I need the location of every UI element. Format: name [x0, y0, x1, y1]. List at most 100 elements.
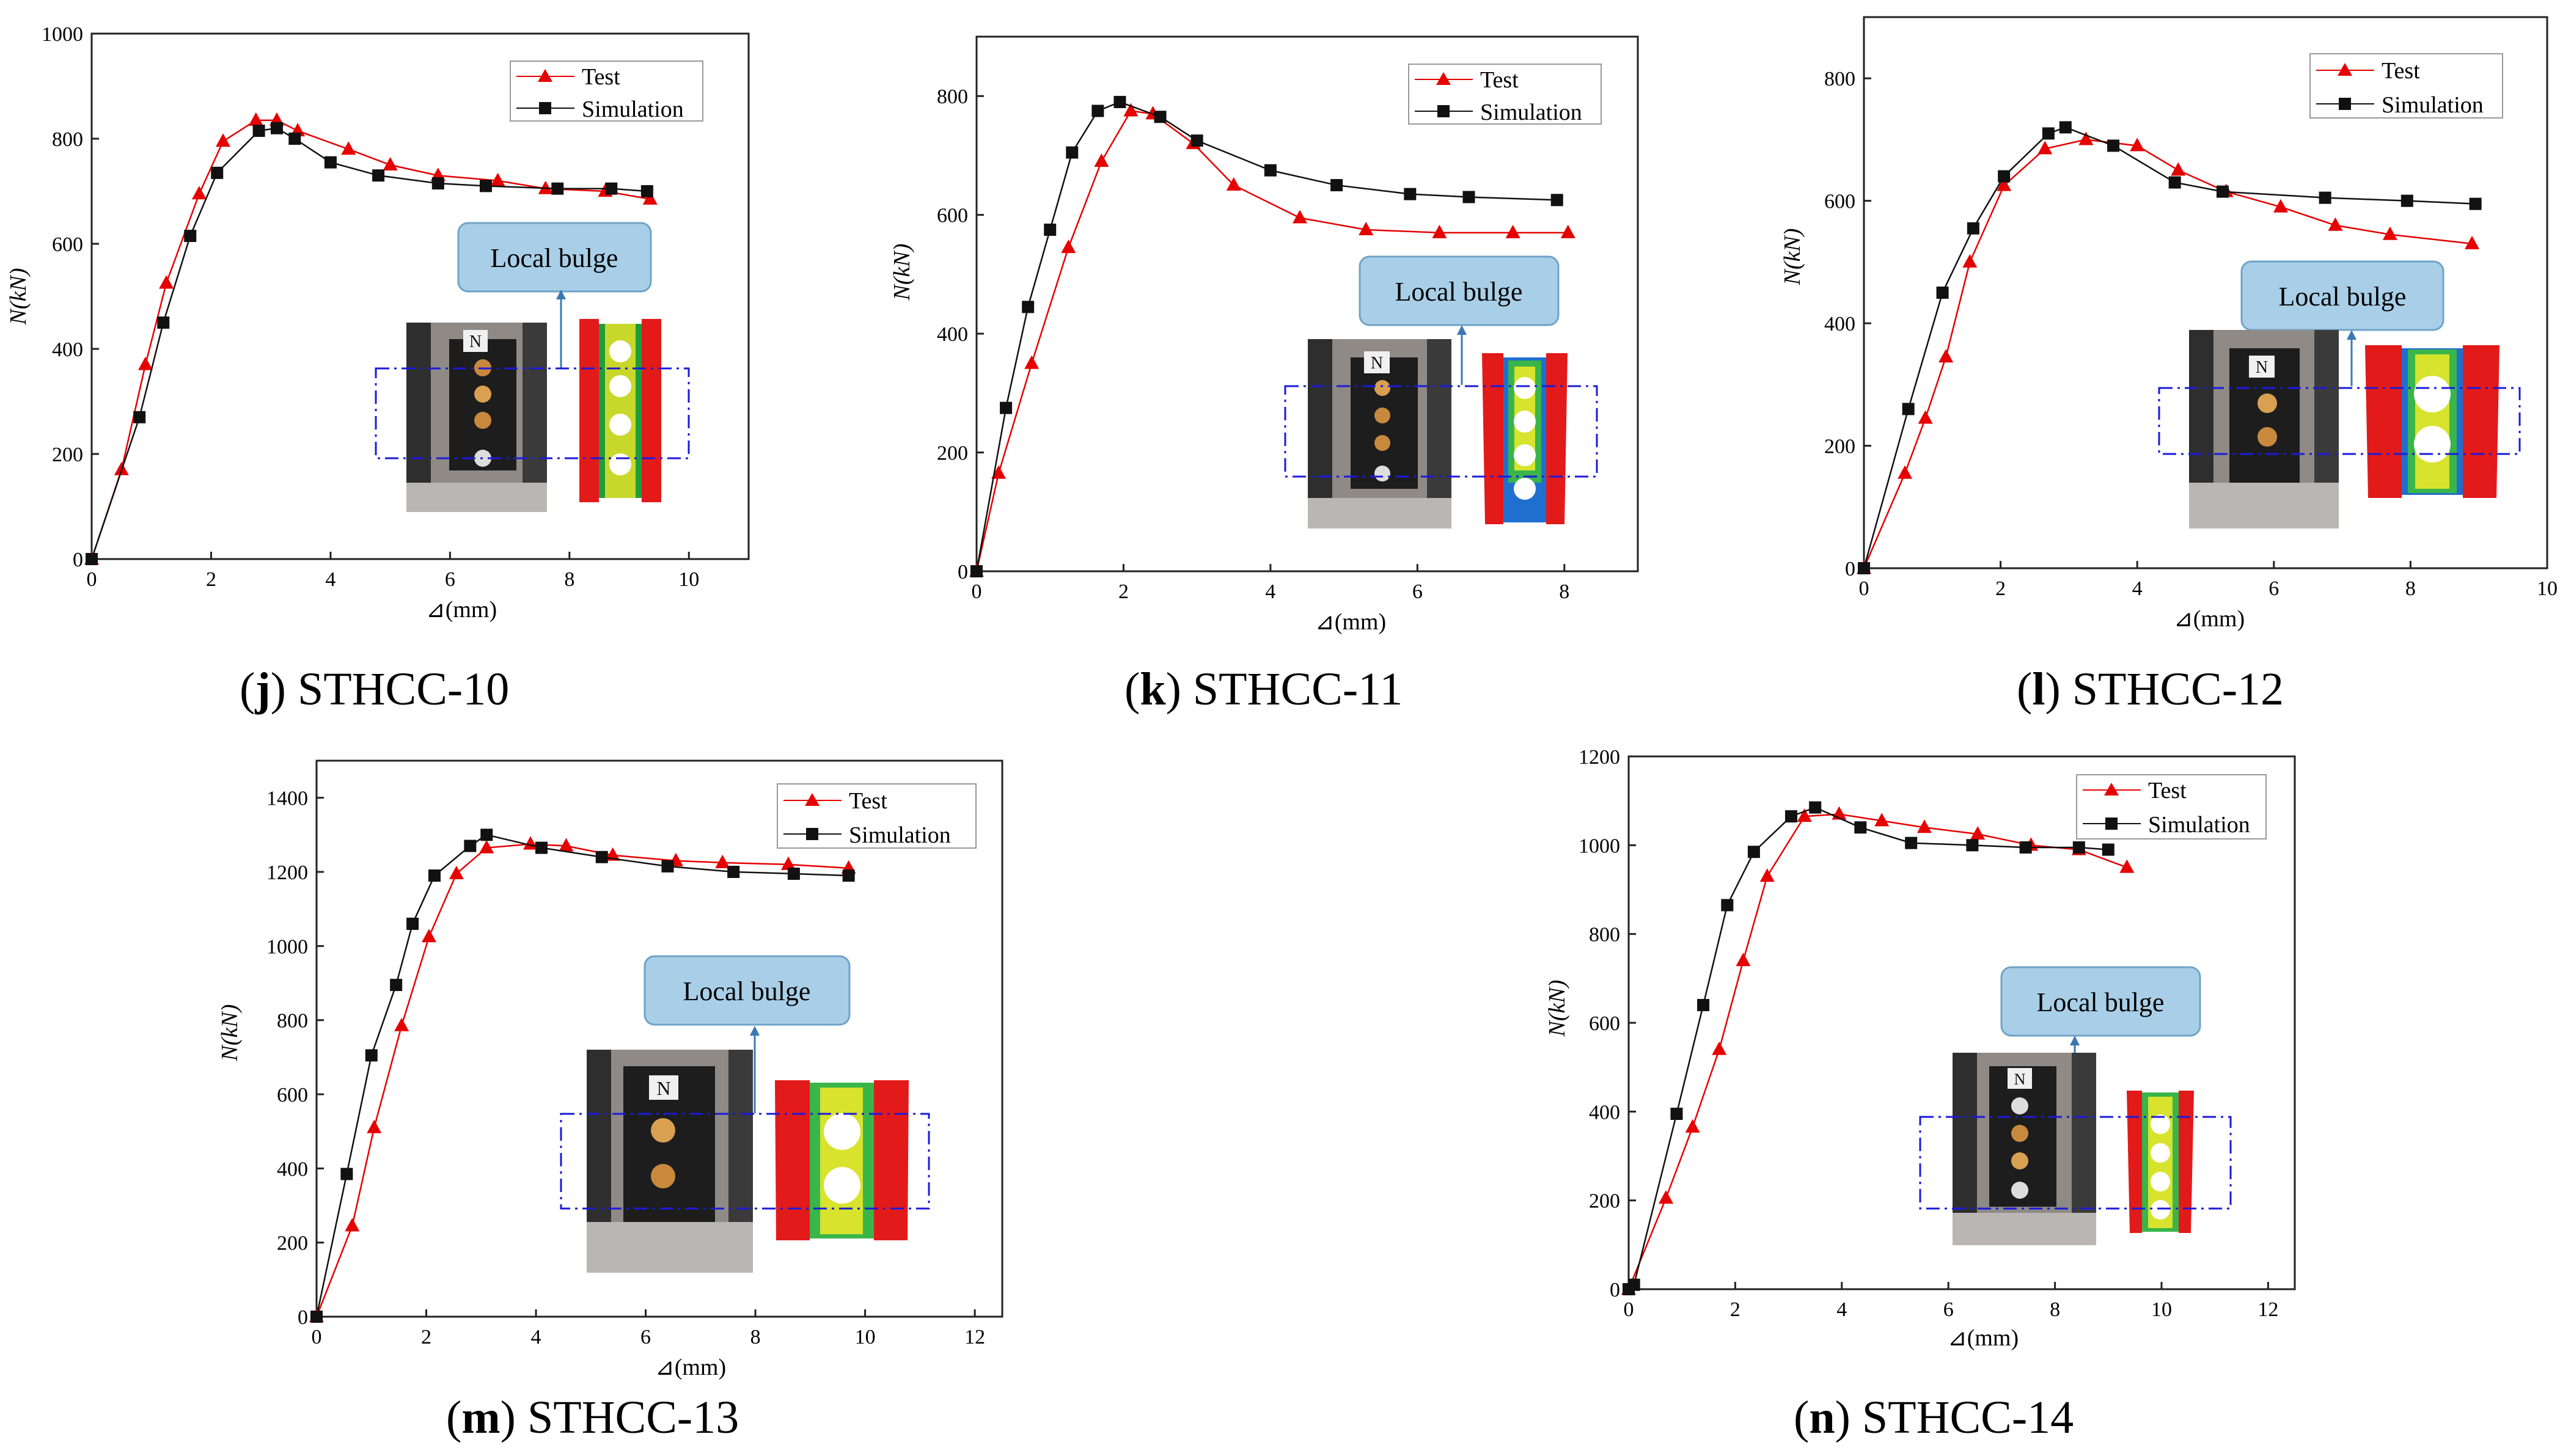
data-point-simulation [1966, 839, 1979, 852]
panel-caption: (m) STHCC-13 [446, 1392, 739, 1443]
x-tick-label: 10 [2151, 1298, 2172, 1321]
data-point-simulation [1264, 164, 1277, 177]
series-group [309, 829, 856, 1323]
series-line-simulation [975, 101, 1557, 572]
legend-sim-label: Simulation [2148, 812, 2250, 838]
data-point-test [1736, 953, 1751, 967]
y-axis-label: N(kN) [889, 244, 915, 301]
data-point-simulation [288, 133, 301, 145]
data-point-simulation [1784, 810, 1797, 823]
x-tick-label: 6 [1412, 580, 1423, 603]
data-point-simulation [1936, 287, 1949, 299]
callout-arrowhead-icon [556, 290, 566, 299]
plot-frame [90, 32, 750, 560]
callout-arrowhead-icon [2347, 330, 2356, 340]
data-point-test [1685, 1119, 1700, 1133]
data-point-simulation [1022, 301, 1035, 313]
data-point-simulation [640, 185, 653, 197]
y-tick-label: 0 [1845, 558, 1855, 580]
data-point-test [2078, 131, 2094, 145]
y-tick-label: 1200 [1579, 746, 1620, 769]
x-tick-label: 2 [1118, 580, 1129, 603]
data-point-simulation [406, 917, 419, 930]
y-tick-label: 800 [1589, 924, 1620, 946]
data-point-test [1123, 103, 1139, 117]
data-point-simulation [551, 182, 564, 195]
inset-annotation: Local bulge N [1919, 966, 2232, 1245]
legend-test-marker [538, 69, 552, 82]
x-tick-label: 4 [325, 568, 336, 591]
specimen-photo: N [587, 1050, 753, 1273]
legend-test-label: Test [2382, 58, 2420, 84]
legend-test-label: Test [849, 788, 887, 814]
caption-text: STHCC-13 [527, 1392, 739, 1443]
legend-test-marker [1436, 72, 1451, 85]
x-tick-label: 12 [2257, 1298, 2278, 1321]
data-point-simulation [1404, 188, 1417, 200]
series-line-simulation [1628, 807, 2108, 1290]
data-point-test [248, 112, 263, 126]
legend-sim-marker [2339, 98, 2351, 110]
y-tick-label: 0 [298, 1306, 308, 1329]
data-point-test [422, 929, 437, 943]
y-tick-label: 200 [52, 444, 83, 466]
svg-text:N: N [469, 332, 482, 351]
inset-annotation: Local bulge N [560, 955, 930, 1273]
y-tick-label: 200 [1589, 1190, 1620, 1213]
caption-letter: j [254, 664, 270, 715]
legend: Test Simulation [2309, 53, 2503, 119]
data-point-simulation [2107, 139, 2120, 152]
local-bulge-label: Local bulge [1395, 277, 1523, 307]
axis-ticks: 0 2 4 6 8 0 200 400 600 800 [937, 86, 1569, 603]
y-tick-label: 200 [937, 442, 968, 465]
axis-ticks: 0 2 4 6 8 10 12 0 200 400 600 800 1000 1200 [1579, 746, 2278, 1321]
data-point-simulation [86, 553, 98, 565]
fem-contour-model [2365, 345, 2499, 498]
data-point-simulation [133, 411, 146, 423]
specimen-photo: N [2189, 330, 2339, 529]
x-axis-label: ⊿(mm) [426, 597, 497, 623]
x-tick-label: 4 [1836, 1298, 1847, 1321]
x-tick-label: 8 [1559, 580, 1569, 603]
data-point-test [1970, 826, 1986, 840]
data-point-simulation [390, 979, 403, 992]
data-point-simulation [1091, 104, 1104, 117]
legend-test-marker [805, 793, 820, 806]
axis-ticks: 0 2 4 6 8 10 0 200 400 600 800 [1824, 68, 2558, 600]
data-point-test [1292, 210, 1307, 224]
data-point-test [1797, 808, 1812, 822]
axis-ticks: 0 2 4 6 8 10 0 200 400 600 800 1000 [42, 23, 699, 591]
y-tick-label: 800 [1824, 68, 1855, 90]
panel-caption: (k) STHCC-11 [1124, 664, 1403, 715]
x-tick-label: 0 [87, 568, 97, 591]
data-point-simulation [1462, 191, 1475, 203]
y-tick-label: 1000 [42, 23, 83, 46]
caption-letter: n [1809, 1392, 1835, 1443]
data-point-test [191, 186, 207, 200]
x-tick-label: 2 [1995, 577, 2006, 600]
y-tick-label: 600 [52, 233, 83, 256]
y-axis-label: N(kN) [1780, 229, 1805, 286]
svg-text:N: N [2014, 1070, 2026, 1088]
caption-text: STHCC-14 [1862, 1392, 2074, 1443]
y-tick-label: 400 [1589, 1101, 1620, 1124]
data-point-simulation [2042, 127, 2055, 140]
data-point-simulation [252, 125, 265, 137]
x-tick-label: 6 [2268, 577, 2279, 600]
bulge-dashed-box [375, 367, 690, 459]
local-bulge-callout [644, 955, 851, 1026]
data-point-simulation [1902, 403, 1915, 415]
x-tick-label: 2 [1730, 1298, 1740, 1321]
inset-annotation: Local bulge N [375, 222, 690, 512]
series-line-simulation [90, 127, 647, 560]
legend: Test Simulation [510, 60, 703, 122]
data-point-simulation [1905, 836, 1918, 849]
data-point-test [138, 356, 153, 370]
data-point-simulation [2216, 185, 2229, 198]
x-tick-label: 8 [2050, 1298, 2060, 1321]
legend: Test Simulation [2076, 774, 2267, 840]
legend: Test Simulation [1408, 64, 1602, 125]
data-point-test [538, 180, 553, 194]
data-point-test [216, 133, 230, 147]
x-tick-label: 4 [531, 1326, 541, 1348]
